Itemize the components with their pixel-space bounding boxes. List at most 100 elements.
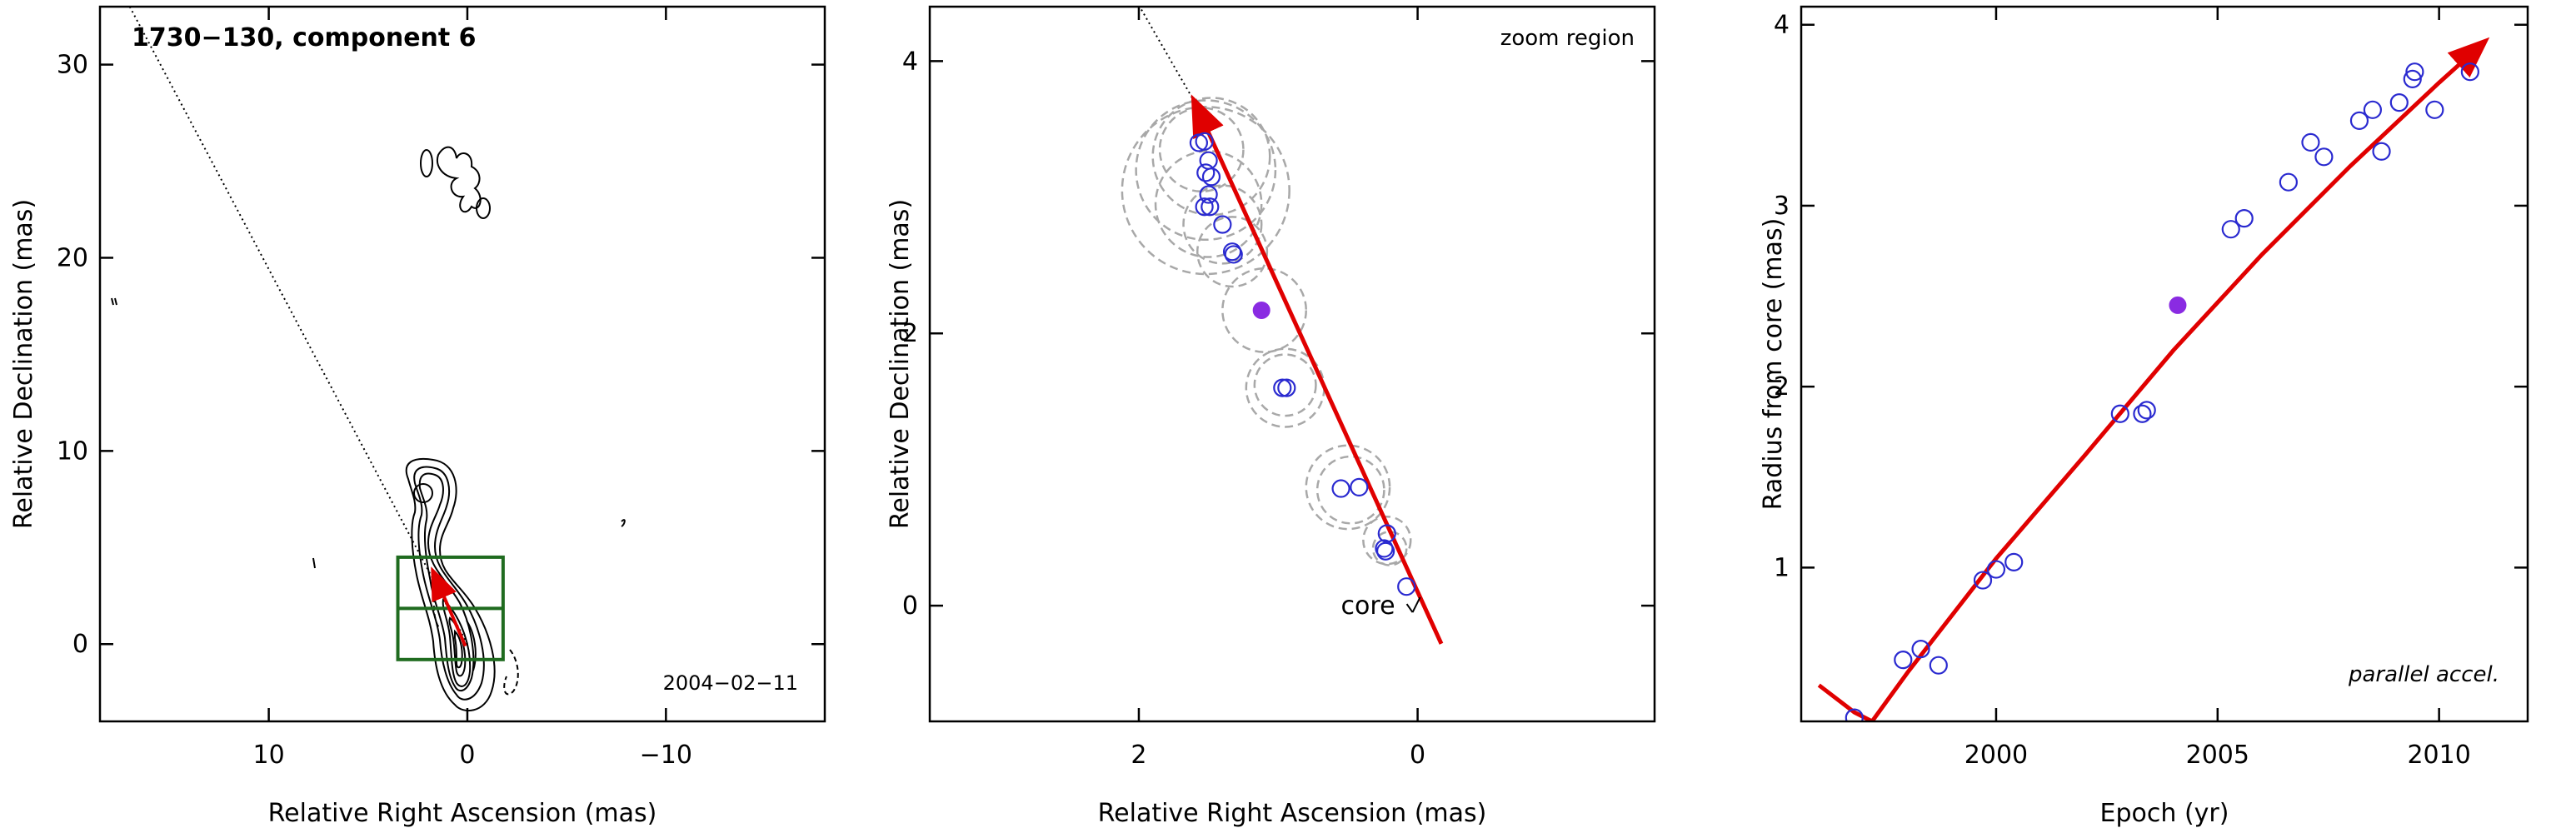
p2-point-11 xyxy=(1273,378,1292,397)
panel2-content xyxy=(1121,7,1444,645)
p1-ytick-label-0: 0 xyxy=(72,630,88,659)
p3-points xyxy=(1845,62,2479,721)
p3-point-15 xyxy=(2349,111,2369,130)
p1-xtick-label-2: −10 xyxy=(640,741,692,770)
p1-xlabel: Relative Right Ascension (mas) xyxy=(268,799,657,828)
component-circle-5 xyxy=(1182,184,1263,265)
p2-point-4 xyxy=(1201,167,1221,187)
contour-specks xyxy=(111,297,626,569)
p3-point-11 xyxy=(2234,209,2254,228)
panel3-content xyxy=(1817,37,2490,721)
p3-point-22 xyxy=(2460,62,2479,82)
p3-point-6 xyxy=(2004,552,2024,571)
p3-point-4 xyxy=(1973,571,1993,590)
p3-ylabel: Radius from core (mas) xyxy=(1759,218,1788,511)
component-circle-3 xyxy=(1158,107,1245,193)
p2-point-12 xyxy=(1277,378,1296,397)
p2-point-14 xyxy=(1350,477,1369,497)
p2-ytick-label-0: 0 xyxy=(902,591,918,621)
p1-frame xyxy=(98,5,826,723)
component-circle-13 xyxy=(1371,531,1408,566)
p1-dotted-line xyxy=(128,7,468,645)
panel-contour-map: 10 0 −10 0 10 20 30 1730−130, component 6 2004… xyxy=(9,5,826,828)
p1-title: 1730−130, component 6 xyxy=(132,23,477,52)
component-circle-7 xyxy=(1221,267,1307,353)
p2-ylabel: Relative Declination (mas) xyxy=(886,199,915,529)
p3-point-18 xyxy=(2389,93,2409,112)
p3-ticks: 2000 2005 2010 1 2 3 4 xyxy=(1774,7,2528,770)
p1-motion-arrow xyxy=(431,566,467,647)
p3-xtick-label-0: 2000 xyxy=(1964,741,2028,770)
p3-point-1 xyxy=(1894,651,1913,670)
component-circle-12 xyxy=(1362,515,1412,566)
p3-point-7 xyxy=(2110,404,2129,423)
p2-point-5 xyxy=(1199,185,1218,204)
p3-point-2 xyxy=(1911,640,1930,659)
p3-ytick-label-1: 2 xyxy=(1774,372,1790,402)
p3-point-3 xyxy=(1929,656,1948,675)
p2-point-15 xyxy=(1377,524,1396,543)
p3-ytick-label-0: 1 xyxy=(1774,553,1790,582)
p2-component-circles xyxy=(1121,97,1412,566)
p2-point-6 xyxy=(1195,197,1214,217)
p2-point-7 xyxy=(1201,197,1220,217)
component-circle-2 xyxy=(1151,97,1271,217)
p3-point-9 xyxy=(2137,401,2156,420)
component-circle-6 xyxy=(1196,216,1269,288)
panel-radius-vs-epoch: 2000 2005 2010 1 2 3 4 parallel accel. Epoch (… xyxy=(1759,5,2529,828)
component-circle-10 xyxy=(1305,444,1391,531)
core-mark-a xyxy=(1405,603,1414,613)
p1-ticks: 10 0 −10 0 10 20 30 xyxy=(57,7,825,770)
p2-annotation: zoom region xyxy=(1500,26,1635,51)
component-circle-11 xyxy=(1315,455,1385,525)
p2-dotted-line xyxy=(1138,7,1196,102)
p1-annotation: 2004−02−11 xyxy=(663,671,798,695)
p3-point-20 xyxy=(2405,62,2424,82)
p3-filled-point xyxy=(2169,296,2187,314)
contour-upper-blob xyxy=(420,146,491,219)
p3-point-16 xyxy=(2363,100,2383,119)
p2-ticks: 2 0 0 2 4 xyxy=(902,7,1655,770)
p2-point-1 xyxy=(1195,132,1214,151)
p3-point-12 xyxy=(2279,172,2298,192)
p3-ytick-label-2: 3 xyxy=(1774,192,1790,221)
p2-xlabel: Relative Right Ascension (mas) xyxy=(1098,799,1487,828)
p2-point-8 xyxy=(1213,215,1232,234)
p3-frame xyxy=(1800,5,2529,723)
p3-point-10 xyxy=(2221,220,2240,239)
p3-point-19 xyxy=(2403,69,2422,88)
p2-ytick-label-2: 4 xyxy=(902,47,918,76)
p1-ylabel: Relative Declination (mas) xyxy=(9,199,38,529)
panel-zoom-region: 2 0 0 2 4 zoom region core Relative Right As… xyxy=(886,5,1656,828)
p3-xtick-label-1: 2005 xyxy=(2186,741,2249,770)
core-mark-b xyxy=(1411,596,1421,613)
p2-point-2 xyxy=(1199,151,1218,170)
p3-point-14 xyxy=(2314,147,2334,167)
p2-point-10 xyxy=(1224,245,1243,264)
p3-point-17 xyxy=(2372,142,2391,161)
p2-ytick-label-1: 2 xyxy=(902,319,918,348)
component-circle-9 xyxy=(1253,353,1317,417)
p3-annotation: parallel accel. xyxy=(2348,662,2499,687)
p2-point-13 xyxy=(1331,479,1350,498)
component-circle-4 xyxy=(1154,150,1263,258)
p2-xtick-label-0: 2 xyxy=(1131,741,1146,770)
p2-frame xyxy=(928,5,1656,723)
p1-xtick-label-0: 10 xyxy=(253,741,285,770)
core-marker xyxy=(1405,596,1421,613)
p1-ytick-label-1: 10 xyxy=(57,436,88,466)
p3-point-13 xyxy=(2301,132,2320,152)
p3-point-21 xyxy=(2425,100,2444,119)
p1-ytick-label-3: 30 xyxy=(57,51,88,80)
p3-point-0 xyxy=(1845,708,1864,721)
p2-xtick-label-1: 0 xyxy=(1410,741,1425,770)
core-label: core xyxy=(1341,591,1395,621)
p2-points xyxy=(1189,132,1416,596)
p1-xtick-label-1: 0 xyxy=(459,741,475,770)
panel1-content xyxy=(111,7,626,711)
p3-ytick-label-3: 4 xyxy=(1774,11,1790,40)
p3-fit-curve xyxy=(1817,37,2490,721)
p3-xtick-label-2: 2010 xyxy=(2407,741,2470,770)
p3-xlabel: Epoch (yr) xyxy=(2100,799,2229,828)
